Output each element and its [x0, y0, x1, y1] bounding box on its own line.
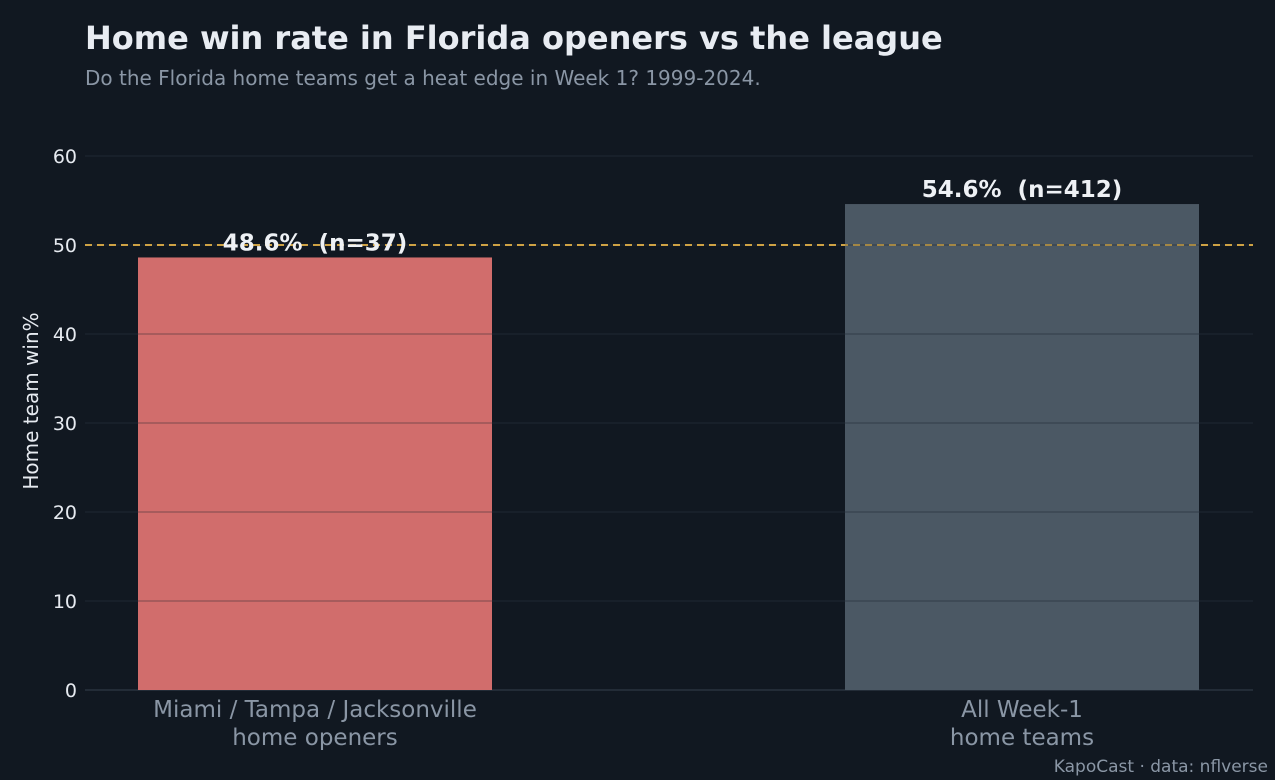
y-tick-label: 10: [53, 591, 77, 613]
data-label-1: 48.6% (n=37): [223, 230, 407, 256]
y-tick-label: 20: [53, 502, 77, 524]
y-tick-label: 30: [53, 413, 77, 435]
bar-1: [138, 257, 492, 690]
bars: [138, 204, 1199, 690]
y-axis-ticks: 0 10 20 30 40 50 60: [53, 146, 77, 702]
data-labels: 48.6% (n=37) 54.6% (n=412): [223, 177, 1122, 256]
bar-gridline-overlay: [138, 244, 1199, 602]
y-tick-label: 50: [53, 235, 77, 257]
x-tick-label-1-line-1: Miami / Tampa / Jacksonville: [153, 697, 477, 723]
x-tick-label-1-line-2: home openers: [232, 725, 398, 751]
chart-subtitle: Do the Florida home teams get a heat edg…: [85, 66, 761, 90]
y-tick-label: 0: [65, 680, 77, 702]
x-tick-label-2-line-1: All Week-1: [961, 697, 1083, 723]
data-label-2: 54.6% (n=412): [922, 177, 1123, 203]
x-tick-label-2-line-2: home teams: [950, 725, 1094, 751]
bar-2: [845, 204, 1199, 690]
y-axis-label: Home team win%: [19, 312, 43, 489]
credit-text: KapoCast · data: nflverse: [1054, 757, 1268, 777]
y-tick-label: 60: [53, 146, 77, 168]
y-tick-label: 40: [53, 324, 77, 346]
chart-title: Home win rate in Florida openers vs the …: [85, 19, 943, 57]
